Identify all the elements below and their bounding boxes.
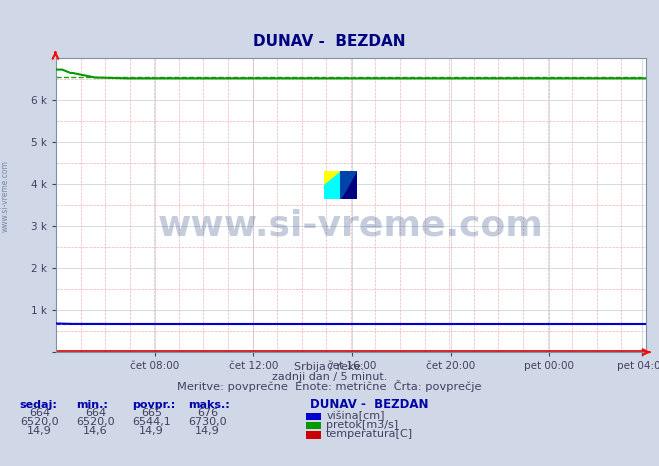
Text: 14,6: 14,6	[83, 426, 108, 436]
Polygon shape	[324, 171, 341, 185]
Text: min.:: min.:	[76, 400, 107, 410]
Text: povpr.:: povpr.:	[132, 400, 175, 410]
Text: 14,9: 14,9	[27, 426, 52, 436]
Text: 664: 664	[29, 408, 50, 418]
Text: 6730,0: 6730,0	[188, 417, 227, 427]
Text: DUNAV -  BEZDAN: DUNAV - BEZDAN	[253, 34, 406, 49]
Text: DUNAV -  BEZDAN: DUNAV - BEZDAN	[310, 398, 428, 411]
Text: 14,9: 14,9	[139, 426, 164, 436]
Polygon shape	[341, 171, 357, 199]
Text: 665: 665	[141, 408, 162, 418]
Text: Srbija / reke.: Srbija / reke.	[295, 363, 364, 372]
Text: Meritve: povprečne  Enote: metrične  Črta: povprečje: Meritve: povprečne Enote: metrične Črta:…	[177, 380, 482, 392]
Polygon shape	[324, 171, 341, 199]
Text: 14,9: 14,9	[195, 426, 220, 436]
Text: www.si-vreme.com: www.si-vreme.com	[1, 160, 10, 232]
Text: maks.:: maks.:	[188, 400, 229, 410]
Text: www.si-vreme.com: www.si-vreme.com	[158, 209, 544, 243]
Text: 664: 664	[85, 408, 106, 418]
Polygon shape	[341, 171, 357, 199]
Text: pretok[m3/s]: pretok[m3/s]	[326, 420, 398, 430]
Text: 676: 676	[197, 408, 218, 418]
Text: sedaj:: sedaj:	[20, 400, 57, 410]
Text: temperatura[C]: temperatura[C]	[326, 429, 413, 439]
Text: 6520,0: 6520,0	[76, 417, 115, 427]
Text: 6544,1: 6544,1	[132, 417, 171, 427]
Text: zadnji dan / 5 minut.: zadnji dan / 5 minut.	[272, 372, 387, 382]
Text: 6520,0: 6520,0	[20, 417, 59, 427]
Text: višina[cm]: višina[cm]	[326, 411, 385, 421]
